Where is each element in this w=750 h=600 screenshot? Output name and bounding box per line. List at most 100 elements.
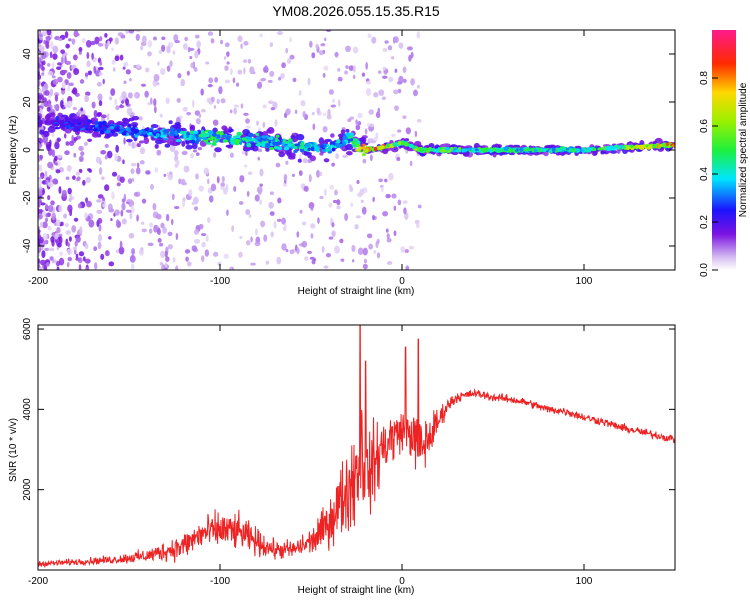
heat-noise-cell [325,30,332,33]
heat-noise-cell [123,193,127,202]
heat-noise-cell [38,94,42,100]
heat-noise-cell [361,72,366,77]
heat-ridge-cell [451,149,457,153]
heat-noise-cell [247,171,253,176]
heat-noise-cell [386,233,390,239]
heat-ridge-cell [195,139,199,145]
heat-noise-cell [158,242,164,247]
heat-noise-cell [257,148,263,153]
heat-noise-cell [98,167,103,175]
heat-noise-cell [39,221,44,228]
heat-noise-cell [71,89,77,94]
heat-ridge-cell [519,147,524,152]
heat-ridge-cell [160,134,166,138]
heat-noise-cell [243,112,249,116]
spectrogram-x-tick-label: 100 [576,276,593,287]
heat-noise-cell [167,174,173,181]
heat-noise-cell [186,70,190,76]
heat-noise-cell [275,162,281,168]
heat-noise-cell [104,184,110,192]
heat-halo-cell [174,122,181,126]
heat-noise-cell [220,98,226,104]
heat-noise-cell [136,64,141,69]
heat-noise-cell [392,89,399,95]
heat-noise-cell [262,121,266,128]
snr-frame [37,324,676,571]
heat-noise-cell [161,36,166,41]
heat-noise-cell [114,209,120,216]
heat-ridge-cell [119,126,123,130]
heat-noise-cell [59,251,64,256]
heat-noise-cell [78,251,85,257]
heat-noise-cell [325,253,332,258]
heat-noise-cell [78,145,84,152]
heat-noise-cell [247,58,252,64]
heat-noise-cell [64,31,69,39]
heat-ridge-cell [293,149,298,154]
snr-x-tick-label: -200 [28,576,48,587]
heat-noise-cell [402,200,408,204]
spectrogram-x-tick-label: -100 [210,276,230,287]
heat-noise-cell [84,94,89,103]
heat-halo-cell [228,128,234,133]
heat-noise-cell [114,55,120,62]
heat-noise-cell [353,64,356,73]
heat-noise-cell [282,182,288,187]
heat-noise-cell [188,189,193,197]
heat-noise-cell [322,112,327,117]
heat-noise-cell [378,178,384,183]
colorbar: 0.0 0.2 0.4 0.6 0.8 Normalized spectral ampl… [699,30,749,277]
heat-noise-cell [96,199,102,203]
heat-noise-cell [153,106,157,114]
heat-noise-cell [165,97,170,104]
heat-noise-cell [125,69,131,75]
heat-noise-cell [194,34,200,39]
heat-ridge-cell [611,146,615,151]
heat-noise-cell [332,98,336,103]
heat-noise-cell [373,250,377,254]
heat-noise-cell [56,154,63,159]
heat-noise-cell [149,97,153,105]
heat-noise-cell [315,43,319,49]
heat-ridge-cell [654,143,658,147]
heat-noise-cell [80,107,84,112]
heat-noise-cell [182,43,188,50]
figure-title: YM08.2026.055.15.35.R15 [272,3,440,19]
heat-noise-cell [412,89,418,97]
heat-noise-cell [285,248,289,253]
heat-ridge-cell [482,149,488,153]
heat-noise-cell [361,206,367,215]
heat-halo-cell [330,133,335,138]
heat-noise-cell [54,232,59,240]
heat-ridge-cell [355,148,361,152]
heat-noise-cell [417,204,422,209]
heat-noise-cell [122,159,125,165]
heat-noise-cell [185,256,189,262]
heat-noise-cell [186,111,192,116]
heat-halo-cell [278,151,286,158]
heat-noise-cell [57,242,62,248]
heat-noise-cell [403,207,407,215]
spectrogram-y-ticks: -40 -20 0 20 40 [22,48,675,253]
heat-noise-cell [285,47,289,54]
heat-noise-cell [54,141,60,150]
heat-noise-cell [245,118,250,124]
heat-noise-cell [127,92,133,99]
heat-noise-cell [406,46,413,51]
heat-noise-cell [216,176,220,184]
heat-noise-cell [189,55,193,60]
heat-noise-cell [223,56,227,60]
heat-noise-cell [88,168,92,173]
heat-noise-cell [289,249,295,255]
heat-noise-cell [237,35,243,43]
heat-noise-cell [144,90,149,98]
heat-noise-cell [73,136,78,142]
heat-noise-cell [45,40,49,49]
heat-noise-cell [111,191,115,200]
snr-series-line [38,325,675,569]
heat-noise-cell [299,209,303,214]
heat-ridge-cell [216,134,221,139]
heat-noise-cell [245,209,251,215]
heat-noise-cell [73,152,77,158]
heat-noise-cell [402,78,407,83]
